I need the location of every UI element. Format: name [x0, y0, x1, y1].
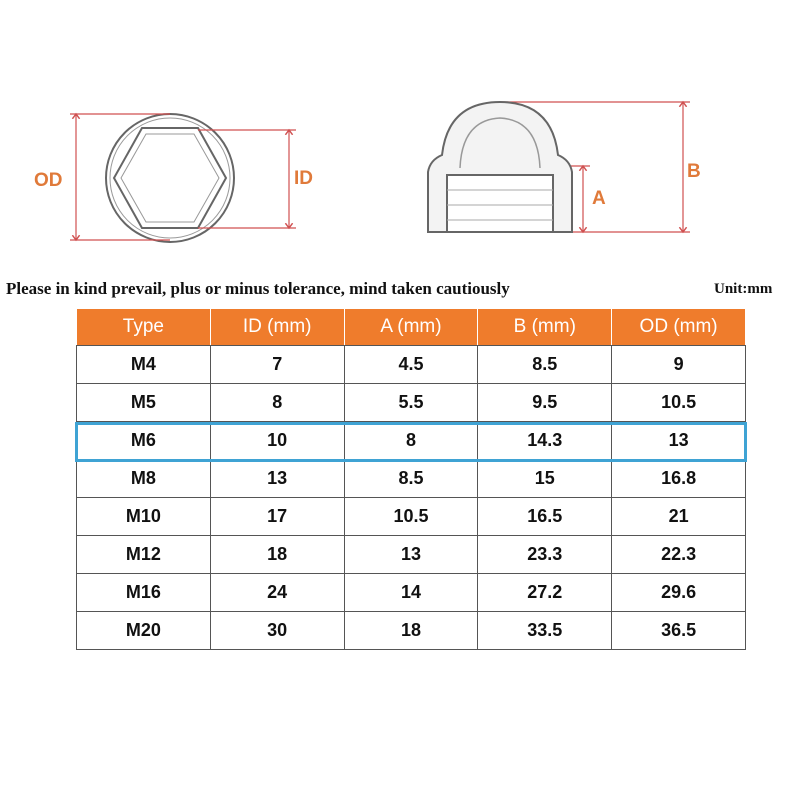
table-cell: 8.5 [477, 345, 613, 384]
table-cell: 5.5 [343, 383, 479, 422]
table-cell: 36.5 [611, 611, 746, 650]
header-cell: B (mm) [477, 308, 613, 346]
table-cell: 8 [209, 383, 345, 422]
top-view [105, 113, 235, 243]
table-cell: M4 [76, 345, 211, 384]
header-cell: Type [76, 308, 211, 346]
table-cell: M16 [76, 573, 211, 612]
table-cell: M6 [76, 421, 211, 460]
id-label: ID [294, 168, 313, 189]
table-cell: 4.5 [343, 345, 479, 384]
table-cell: M10 [76, 497, 211, 536]
table-cell: 9 [611, 345, 746, 384]
table-cell: 14.3 [477, 421, 613, 460]
spec-table: Type ID (mm) A (mm) B (mm) OD (mm) M4 7 4.5 8.5… [76, 308, 746, 650]
unit: Unit:mm [714, 281, 773, 297]
table-cell: M8 [76, 459, 211, 498]
table-cell: 16.8 [611, 459, 746, 498]
header-cell: ID (mm) [209, 308, 345, 346]
table-row: M20 30 18 33.5 36.5 [76, 611, 746, 650]
table-cell: 10.5 [611, 383, 746, 422]
table-cell: 21 [611, 497, 746, 536]
table-cell: 18 [343, 611, 479, 650]
table-row: M10 17 10.5 16.5 21 [76, 497, 746, 536]
table-body: M4 7 4.5 8.5 9 M5 8 5.5 9.5 10.5 M6 10 8 14.3 13 M8 13 8.… [76, 345, 746, 650]
table-cell: 16.5 [477, 497, 613, 536]
table-cell: 10 [209, 421, 345, 460]
table-row: M8 13 8.5 15 16.8 [76, 459, 746, 498]
a-label: A [592, 188, 606, 209]
table-cell: M5 [76, 383, 211, 422]
table-cell: 8.5 [343, 459, 479, 498]
table-cell: 24 [209, 573, 345, 612]
b-label: B [687, 161, 701, 182]
table-cell: 30 [209, 611, 345, 650]
od-label: OD [34, 170, 63, 191]
table-cell: 13 [611, 421, 746, 460]
table-cell: 18 [209, 535, 345, 574]
dimension-lines [70, 102, 690, 240]
table-cell: 13 [209, 459, 345, 498]
table-cell: 13 [343, 535, 479, 574]
header-cell: A (mm) [343, 308, 479, 346]
table-cell: 29.6 [611, 573, 746, 612]
table-cell: 23.3 [477, 535, 613, 574]
table-cell: 14 [343, 573, 479, 612]
header-cell: OD (mm) [611, 308, 746, 346]
table-cell: 9.5 [477, 383, 613, 422]
table-row: M16 24 14 27.2 29.6 [76, 573, 746, 612]
table-row: M6 10 8 14.3 13 [76, 421, 746, 460]
table-row: M4 7 4.5 8.5 9 [76, 345, 746, 384]
table-cell: 7 [209, 345, 345, 384]
side-view [427, 100, 573, 233]
table-row: M12 18 13 23.3 22.3 [76, 535, 746, 574]
diagram: OD ID B A [34, 0, 701, 243]
table-cell: M12 [76, 535, 211, 574]
note: Please in kind prevail, plus or minus to… [6, 279, 510, 298]
table-cell: 10.5 [343, 497, 479, 536]
table-cell: 15 [477, 459, 613, 498]
table-cell: 22.3 [611, 535, 746, 574]
table-row: M5 8 5.5 9.5 10.5 [76, 383, 746, 422]
header-row: Type ID (mm) A (mm) B (mm) OD (mm) [76, 308, 746, 346]
table-cell: 8 [343, 421, 479, 460]
table-cell: M20 [76, 611, 211, 650]
table-cell: 17 [209, 497, 345, 536]
table-cell: 27.2 [477, 573, 613, 612]
table-cell: 33.5 [477, 611, 613, 650]
